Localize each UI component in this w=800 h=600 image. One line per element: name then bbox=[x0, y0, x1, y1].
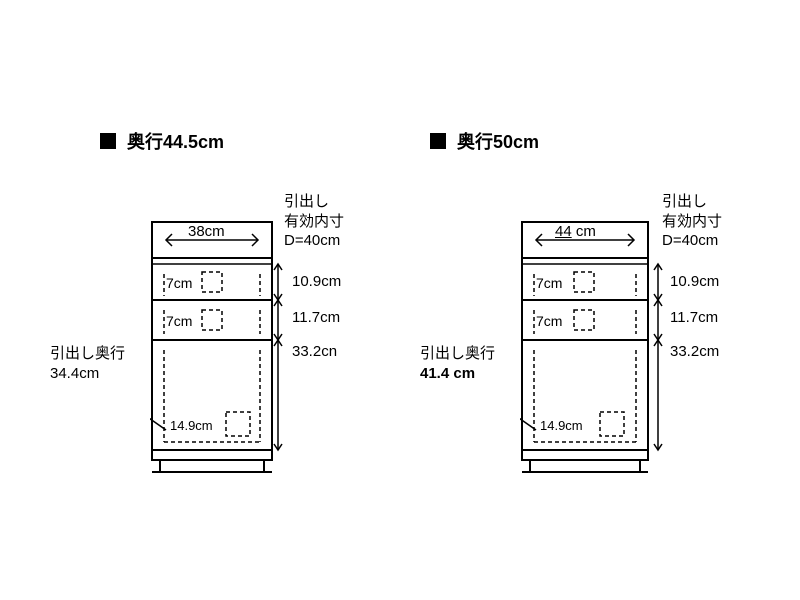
header-line1: 引出し bbox=[284, 193, 329, 210]
left-row2-inner: 7cm bbox=[166, 312, 192, 330]
drawer-depth-text: 引出し奥行 bbox=[50, 345, 125, 362]
right-row1-h: 10.9cm bbox=[670, 272, 719, 292]
left-drawer-depth-label: 引出し奥行 34.4cm bbox=[50, 344, 125, 383]
title-right-text: 奥行50cm bbox=[457, 132, 539, 152]
right-top-width-unit: cm bbox=[576, 223, 596, 240]
right-header-label: 引出し 有効内寸 D=40cm bbox=[662, 192, 722, 251]
left-header-label: 引出し 有効内寸 D=40cm bbox=[284, 192, 344, 251]
bullet-icon bbox=[430, 133, 446, 149]
title-right: 奥行50cm bbox=[430, 128, 539, 154]
right-drawer-depth-label: 引出し奥行 41.4 cm bbox=[420, 344, 495, 383]
drawer-depth-val: 34.4cm bbox=[50, 365, 99, 382]
right-row2-h: 11.7cm bbox=[670, 308, 718, 328]
left-arrows bbox=[272, 218, 288, 478]
left-row1-h: 10.9cm bbox=[292, 272, 341, 292]
right-top-width-u: 44 bbox=[555, 223, 572, 240]
left-top-width: 38cm bbox=[188, 222, 225, 242]
bullet-icon bbox=[100, 133, 116, 149]
title-left-text: 奥行44.5cm bbox=[127, 132, 224, 152]
right-row2-inner: 7cm bbox=[536, 312, 562, 330]
cabinet-right bbox=[520, 218, 652, 478]
header-line2: 有効内寸 bbox=[662, 213, 722, 230]
header-line1: 引出し bbox=[662, 193, 707, 210]
cabinet-left bbox=[150, 218, 278, 478]
right-row3-h: 33.2cm bbox=[670, 342, 719, 362]
title-left: 奥行44.5cm bbox=[100, 128, 224, 154]
right-top-width: 44 cm bbox=[555, 222, 596, 242]
header-line3: D=40cm bbox=[662, 232, 718, 249]
header-line2: 有効内寸 bbox=[284, 213, 344, 230]
drawer-depth-val: 41.4 cm bbox=[420, 365, 475, 382]
right-arrows bbox=[652, 218, 668, 478]
drawer-depth-text: 引出し奥行 bbox=[420, 345, 495, 362]
left-row2-h: 11.7cm bbox=[292, 308, 340, 328]
header-line3: D=40cm bbox=[284, 232, 340, 249]
left-row3-h: 33.2cn bbox=[292, 342, 337, 362]
left-row1-inner: 7cm bbox=[166, 274, 192, 292]
right-row1-inner: 7cm bbox=[536, 274, 562, 292]
right-bottom-inner: 14.9cm bbox=[540, 418, 583, 435]
left-bottom-inner: 14.9cm bbox=[170, 418, 213, 435]
